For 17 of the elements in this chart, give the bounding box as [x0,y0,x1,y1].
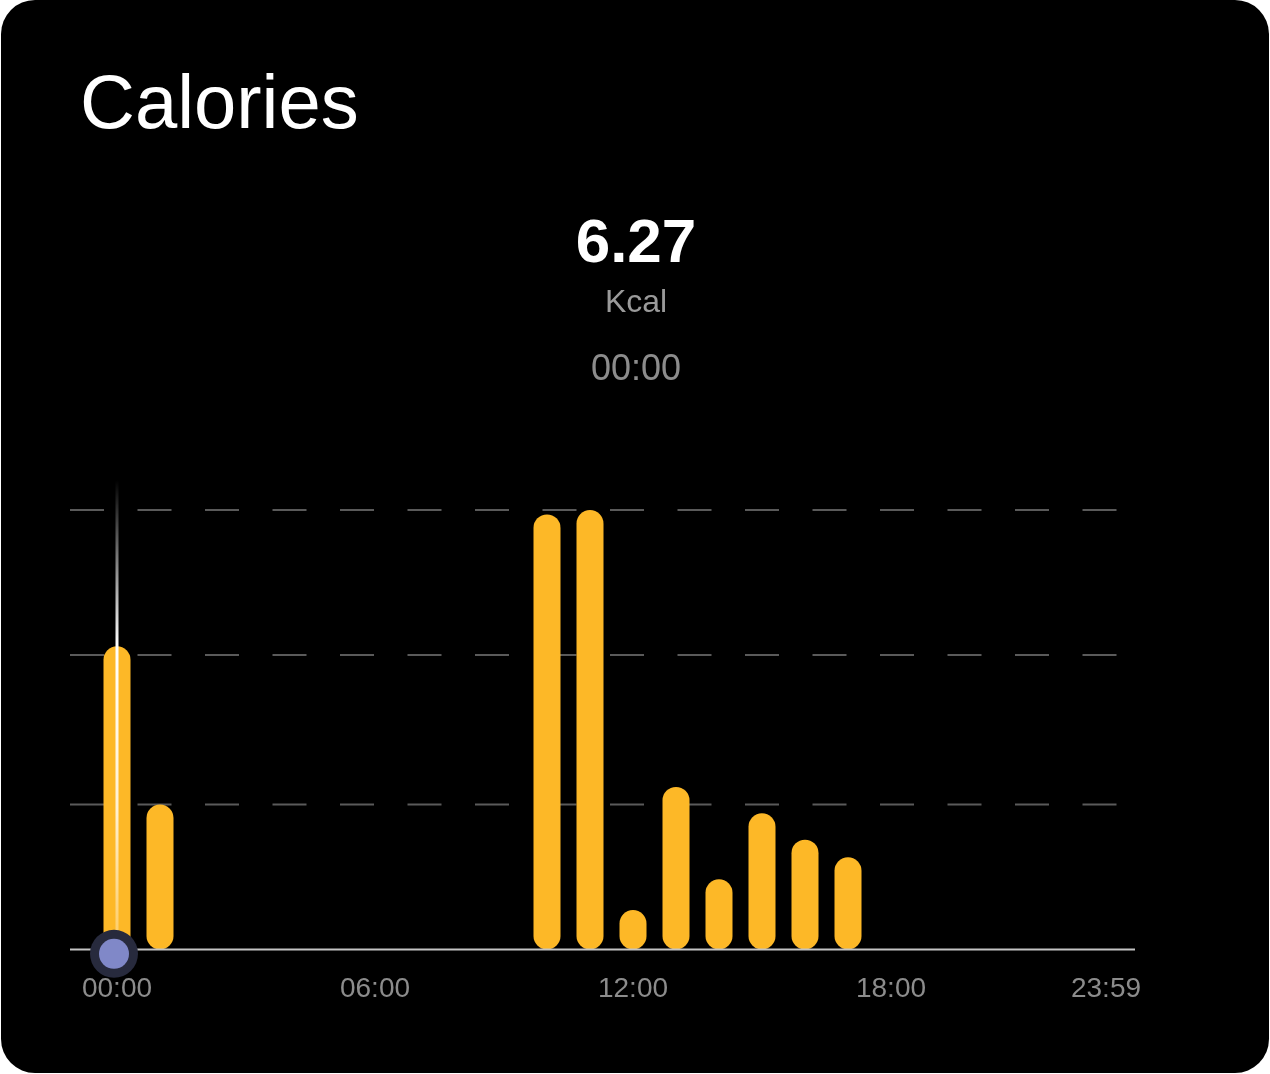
bar [533,514,561,950]
x-tick-label: 06:00 [339,972,411,1003]
bar [146,804,174,950]
bar [576,510,604,950]
bar [748,813,776,950]
bar [791,839,819,950]
text: 00:00 [590,347,682,388]
x-tick-label: 12:00 [597,972,669,1003]
x-tick-label: 00:00 [81,972,153,1003]
bar [705,879,733,950]
bar [834,857,862,950]
bar [662,786,690,950]
chart-title: Calories [80,59,359,144]
text: Kcal [604,283,668,319]
x-tick-label: 23:59 [1070,972,1142,1003]
text: 6.27 [575,206,697,275]
x-tick-label: 18:00 [855,972,927,1003]
